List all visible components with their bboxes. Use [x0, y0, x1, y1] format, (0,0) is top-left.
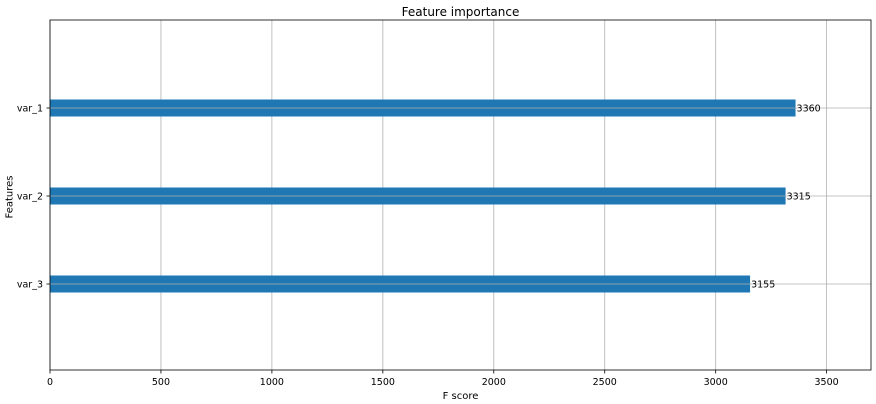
x-tick-label: 0: [47, 377, 53, 388]
x-tick-label: 1000: [260, 377, 284, 388]
x-tick-label: 3000: [704, 377, 728, 388]
bar-value-label: 3315: [787, 192, 811, 203]
x-axis-label: F score: [443, 391, 479, 402]
bars: [50, 99, 796, 293]
bar-value-label: 3155: [751, 280, 775, 291]
x-tick-label: 3500: [815, 377, 839, 388]
bar-value-label: 3360: [797, 104, 821, 115]
bar-value-labels: 3155 3315 3360: [751, 104, 821, 291]
y-axis-ticks: var_3 var_2 var_1: [17, 104, 50, 291]
x-tick-label: 1500: [371, 377, 395, 388]
x-tick-label: 2500: [593, 377, 617, 388]
x-tick-label: 500: [152, 377, 170, 388]
y-tick-label: var_3: [17, 280, 43, 291]
y-tick-label: var_2: [17, 192, 43, 203]
chart-title: Feature importance: [402, 5, 520, 19]
x-tick-label: 2000: [482, 377, 506, 388]
y-axis-label: Features: [5, 176, 16, 219]
y-tick-label: var_1: [17, 104, 43, 115]
x-axis-ticks: 0 500 1000 1500 2000 2500 3000 3500: [47, 370, 839, 388]
plot-area-frame: [49, 19, 872, 371]
